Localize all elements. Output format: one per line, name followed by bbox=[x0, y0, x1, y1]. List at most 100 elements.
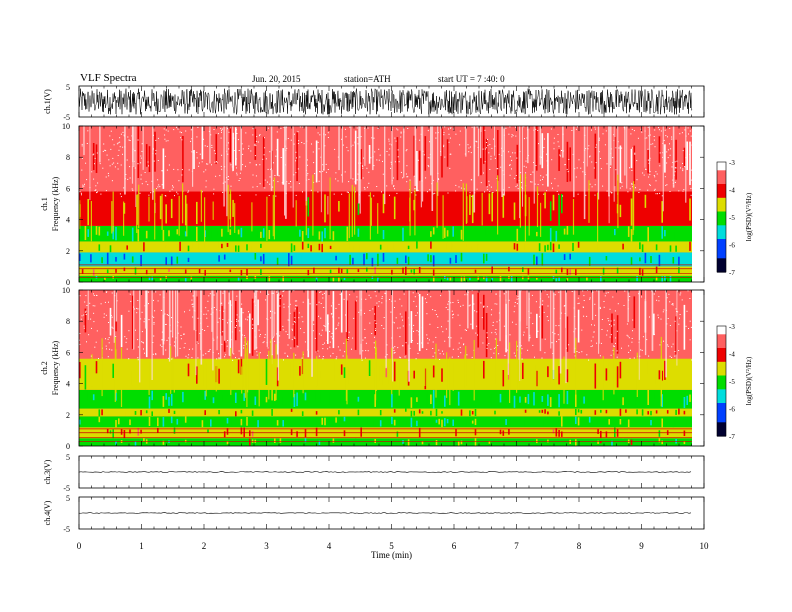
spectrogram-texture bbox=[469, 277, 471, 281]
spectrogram-texture bbox=[608, 362, 610, 379]
spectrogram-texture bbox=[616, 315, 619, 354]
spectrogram-texture bbox=[357, 409, 360, 416]
spectrogram-speckle bbox=[236, 318, 238, 320]
spectrogram-texture bbox=[647, 389, 649, 405]
spectrogram-speckle bbox=[576, 351, 578, 352]
spectrogram-texture bbox=[622, 243, 624, 250]
spectrogram-speckle bbox=[134, 308, 136, 310]
spectrogram-speckle bbox=[557, 185, 559, 187]
spectrogram-texture bbox=[555, 146, 558, 185]
spectrogram-texture bbox=[313, 194, 315, 214]
spectrogram-speckle bbox=[681, 132, 683, 134]
spectrogram-streak bbox=[142, 126, 144, 170]
spectrogram-speckle bbox=[525, 166, 527, 168]
spectrogram-emission bbox=[497, 175, 499, 235]
spectrogram-speckle bbox=[588, 145, 590, 147]
spectrogram-texture bbox=[672, 231, 675, 240]
spectrogram-speckle bbox=[666, 297, 668, 299]
spectrogram-texture bbox=[251, 298, 254, 356]
spectrogram-speckle bbox=[426, 348, 428, 350]
spectrogram-speckle bbox=[635, 187, 636, 189]
spectrogram-emission bbox=[575, 337, 577, 401]
spectrogram-speckle bbox=[548, 296, 550, 298]
spectrogram-speckle bbox=[171, 358, 173, 360]
spectrogram-texture bbox=[644, 194, 647, 208]
spectrogram-texture bbox=[477, 276, 479, 281]
spectrogram-texture bbox=[377, 253, 379, 267]
spectrogram-ylabel: Frequency (kHz) bbox=[51, 176, 60, 231]
spectrogram-speckle bbox=[679, 133, 681, 135]
spectrogram-speckle bbox=[606, 330, 608, 332]
spectrogram-texture bbox=[538, 410, 541, 413]
spectrogram-texture bbox=[547, 133, 549, 187]
spectrogram-texture bbox=[619, 204, 622, 218]
spectrogram-speckle bbox=[322, 358, 324, 360]
spectrogram-speckle bbox=[463, 343, 465, 345]
spectrogram-texture bbox=[661, 408, 663, 414]
spectrogram-texture bbox=[522, 408, 524, 413]
spectrogram-speckle bbox=[196, 341, 198, 343]
colorbar-label: log(PSD)(V²/Hz) bbox=[745, 192, 753, 241]
spectrogram-speckle bbox=[125, 341, 127, 343]
spectrogram-speckle bbox=[93, 321, 95, 323]
spectrogram-speckle bbox=[415, 305, 417, 307]
spectrogram-speckle bbox=[291, 328, 293, 330]
spectrogram-speckle bbox=[397, 129, 399, 131]
spectrogram-speckle bbox=[447, 303, 449, 305]
spectrogram-speckle bbox=[198, 162, 200, 164]
spectrogram-texture bbox=[416, 257, 418, 263]
colorbar-cell bbox=[717, 263, 726, 268]
spectrogram-texture bbox=[274, 438, 276, 443]
spectrogram-texture bbox=[382, 230, 385, 240]
colorbar-cell bbox=[717, 162, 726, 166]
spectrogram-speckle bbox=[291, 339, 293, 341]
spectrogram-texture bbox=[675, 245, 677, 252]
spectrogram-speckle bbox=[88, 334, 90, 336]
spectrogram-speckle bbox=[313, 323, 315, 325]
spectrogram-texture bbox=[221, 243, 223, 249]
spectrogram-speckle bbox=[270, 317, 272, 319]
spectrogram-streak bbox=[467, 290, 469, 329]
spectrogram-texture bbox=[413, 370, 415, 379]
spectrogram-speckle bbox=[352, 144, 354, 146]
spectrogram-speckle bbox=[243, 347, 245, 349]
spectrogram-texture bbox=[318, 440, 321, 445]
spectrogram-texture bbox=[469, 410, 471, 417]
spectrogram-speckle bbox=[505, 127, 507, 129]
spectrogram-texture bbox=[271, 409, 273, 416]
spectrogram-texture bbox=[536, 370, 538, 387]
spectrogram-speckle bbox=[378, 159, 380, 161]
spectrogram-speckle bbox=[203, 138, 204, 140]
spectrogram-texture bbox=[627, 226, 630, 237]
spectrogram-texture bbox=[658, 136, 661, 163]
spectrogram-texture bbox=[145, 269, 148, 275]
spectrogram-band bbox=[79, 416, 692, 428]
spectrogram-speckle bbox=[171, 188, 173, 190]
spectrogram-speckle bbox=[136, 312, 138, 314]
spectrogram-speckle bbox=[463, 344, 464, 346]
spectrogram-emission bbox=[154, 188, 156, 240]
spectrogram-speckle bbox=[131, 188, 133, 190]
spectrogram-streak bbox=[609, 126, 612, 166]
spectrogram-speckle bbox=[236, 129, 237, 131]
spectrogram-speckle bbox=[450, 302, 452, 304]
spectrogram-speckle bbox=[577, 297, 579, 299]
spectrogram-speckle bbox=[689, 154, 691, 155]
spectrogram-emission bbox=[111, 201, 113, 234]
spectrogram-speckle bbox=[642, 336, 644, 338]
spectrogram-speckle bbox=[343, 342, 345, 344]
spectrogram-texture bbox=[396, 311, 399, 354]
spectrogram-texture bbox=[87, 229, 89, 237]
spectrogram-texture bbox=[393, 196, 396, 220]
spectrogram-speckle bbox=[367, 127, 369, 129]
spectrogram-speckle bbox=[264, 137, 265, 139]
spectrogram-speckle bbox=[347, 150, 349, 152]
spectrogram-texture bbox=[396, 257, 399, 264]
spectrogram-emission bbox=[549, 367, 551, 384]
spectrogram-texture bbox=[201, 268, 204, 273]
spectrogram-speckle bbox=[563, 305, 565, 307]
spectrogram-streak bbox=[131, 126, 134, 184]
spectrogram-speckle bbox=[583, 295, 585, 297]
spectrogram-speckle bbox=[541, 357, 543, 359]
spectrogram-texture bbox=[201, 362, 204, 387]
